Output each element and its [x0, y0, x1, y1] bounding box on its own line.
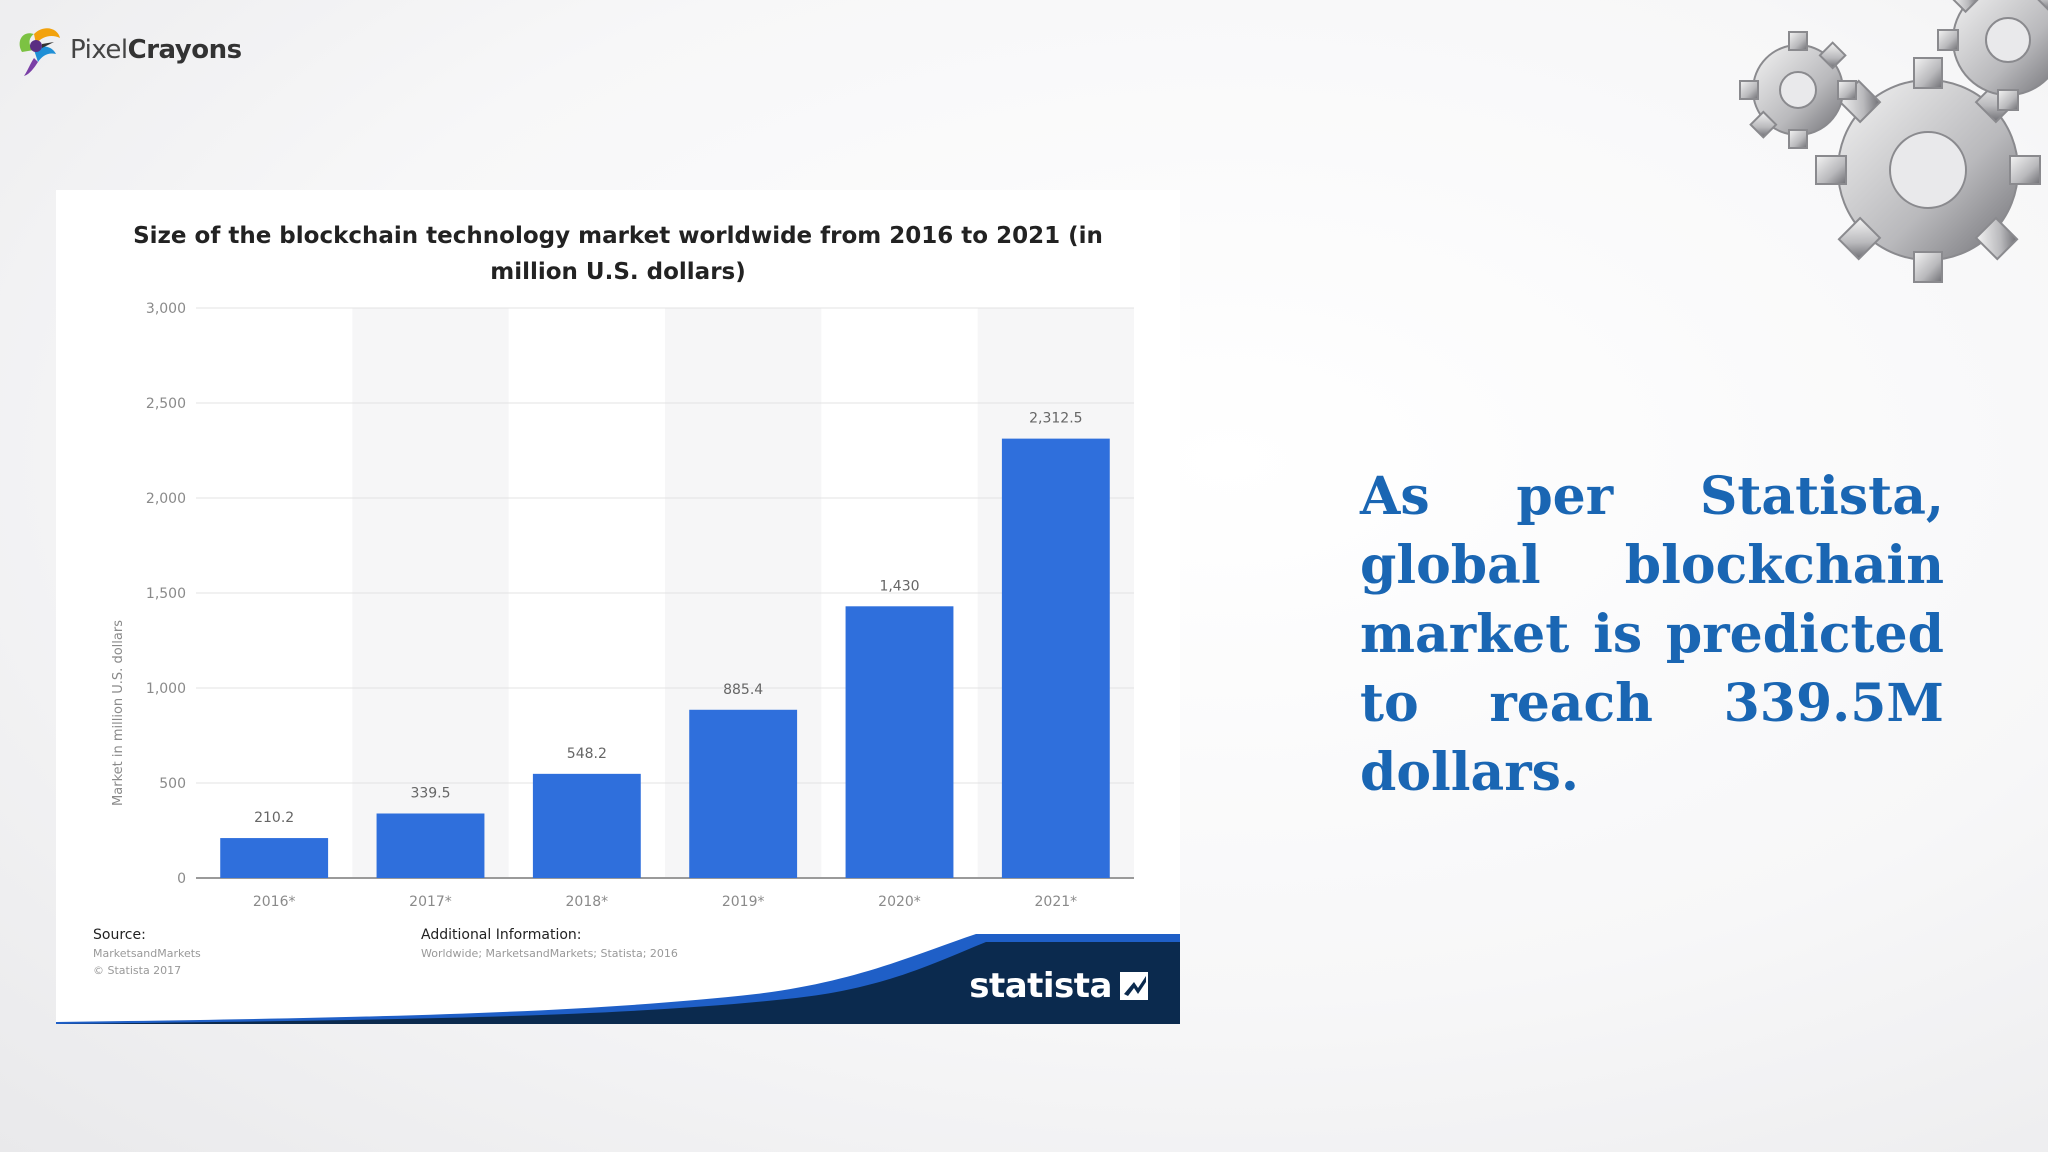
bar-2021 [1001, 438, 1110, 878]
statista-logo-text: statista [969, 966, 1112, 1006]
bar-2019 [689, 709, 798, 878]
additional-info-block: Additional Information: Worldwide; Marke… [421, 925, 678, 962]
bar-value-label: 548.2 [567, 746, 607, 762]
y-tick-label: 500 [159, 776, 186, 792]
y-tick-label: 2,500 [146, 396, 186, 412]
y-tick-label: 1,000 [146, 681, 186, 697]
quote-text: As per Statista, global blockchain marke… [1360, 466, 1944, 803]
source-line-1: MarketsandMarkets [93, 947, 201, 960]
y-tick-label: 3,000 [146, 301, 186, 317]
additional-text: Worldwide; MarketsandMarkets; Statista; … [421, 947, 678, 960]
hummingbird-icon [19, 28, 60, 76]
y-tick-label: 1,500 [146, 586, 186, 602]
source-block: Source: MarketsandMarkets © Statista 201… [93, 925, 201, 979]
additional-heading: Additional Information: [421, 927, 582, 943]
source-line-2: © Statista 2017 [93, 964, 182, 977]
statista-footer-band [56, 934, 1180, 1024]
bar-value-label: 885.4 [723, 682, 763, 698]
statista-logo-icon [1120, 972, 1148, 1000]
y-tick-label: 0 [177, 871, 186, 887]
bar-2020 [845, 606, 954, 878]
bar-2018 [532, 773, 641, 878]
bar-value-label: 210.2 [254, 810, 294, 826]
gears-decoration [1739, 0, 2048, 283]
bar-chart: 0 500 1,000 1,500 2,000 2,500 3,000 Market in m… [111, 301, 1134, 910]
x-tick-label: 2020* [878, 894, 921, 910]
bar-2017 [376, 813, 485, 878]
logo-text: PixelCrayons [70, 35, 242, 65]
source-heading: Source: [93, 927, 146, 943]
chart-card: 0 500 1,000 1,500 2,000 2,500 3,000 Market in m… [56, 190, 1180, 1024]
bar-2016 [220, 838, 329, 878]
y-tick-label: 2,000 [146, 491, 186, 507]
x-tick-label: 2021* [1035, 894, 1078, 910]
bar-value-label: 2,312.5 [1029, 411, 1082, 427]
x-tick-label: 2019* [722, 894, 765, 910]
x-tick-label: 2017* [409, 894, 452, 910]
pixelcrayons-logo: PixelCrayons [12, 20, 242, 80]
bar-value-label: 339.5 [410, 785, 450, 801]
x-tick-label: 2016* [253, 894, 296, 910]
y-axis-title: Market in million U.S. dollars [111, 620, 126, 806]
x-tick-label: 2018* [566, 894, 609, 910]
bar-value-label: 1,430 [879, 578, 919, 594]
chart-title: Size of the blockchain technology market… [133, 223, 1103, 285]
